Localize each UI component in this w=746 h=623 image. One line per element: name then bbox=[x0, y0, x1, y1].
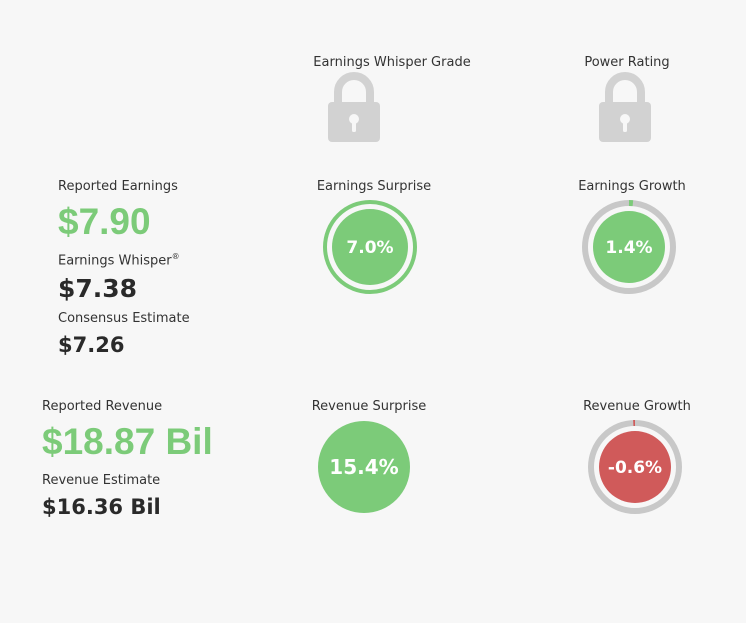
revenue-estimate-value: $16.36 Bil bbox=[42, 495, 161, 519]
reported-revenue-value: $18.87 Bil bbox=[42, 421, 213, 462]
revenue-growth-label: Revenue Growth bbox=[583, 399, 691, 414]
earnings-whisper-label: Earnings Whisper® bbox=[58, 252, 180, 268]
revenue-surprise-gauge: 15.4% bbox=[318, 421, 410, 513]
reported-earnings-label: Reported Earnings bbox=[58, 179, 178, 194]
revenue-growth-value: -0.6% bbox=[608, 458, 662, 478]
gauge-ring bbox=[323, 200, 417, 294]
revenue-surprise-label: Revenue Surprise bbox=[311, 399, 427, 414]
earnings-whisper-value: $7.38 bbox=[58, 274, 138, 303]
revenue-growth-gauge: -0.6% bbox=[588, 420, 682, 514]
earnings-growth-value: 1.4% bbox=[605, 238, 652, 258]
reported-earnings-value: $7.90 bbox=[58, 201, 151, 242]
whisper-grade-label: Earnings Whisper Grade bbox=[313, 55, 471, 70]
reported-revenue-label: Reported Revenue bbox=[42, 399, 163, 414]
lock-icon bbox=[599, 72, 651, 142]
revenue-surprise-value: 15.4% bbox=[329, 455, 398, 479]
earnings-growth-gauge: 1.4% bbox=[582, 200, 676, 294]
gauge-fill bbox=[599, 431, 671, 503]
gauge-fill bbox=[332, 209, 408, 285]
earnings-growth-label: Earnings Growth bbox=[578, 179, 686, 194]
lock-icon bbox=[328, 72, 380, 142]
earnings-surprise-value: 7.0% bbox=[346, 238, 393, 258]
registered-mark: ® bbox=[171, 252, 180, 261]
revenue-estimate-label: Revenue Estimate bbox=[42, 473, 161, 488]
consensus-estimate-label: Consensus Estimate bbox=[58, 311, 190, 326]
consensus-estimate-value: $7.26 bbox=[58, 333, 125, 357]
earnings-whisper-text: Earnings Whisper bbox=[58, 253, 172, 269]
gauge-fill bbox=[593, 211, 665, 283]
earnings-surprise-gauge: 7.0% bbox=[323, 200, 417, 294]
earnings-surprise-label: Earnings Surprise bbox=[316, 179, 432, 194]
power-rating-label: Power Rating bbox=[584, 55, 670, 70]
gauge-fill bbox=[318, 421, 410, 513]
